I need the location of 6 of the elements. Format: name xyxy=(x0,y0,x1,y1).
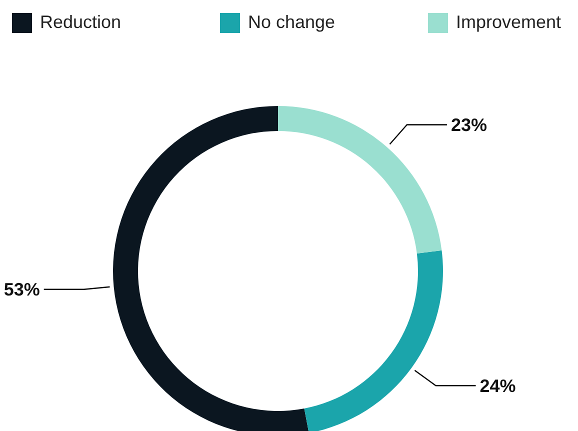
legend-label: Improvement xyxy=(456,12,562,33)
data-label: 24% xyxy=(480,376,516,396)
data-label: 23% xyxy=(450,115,487,136)
data-label: 53% xyxy=(4,280,40,300)
legend-label: No change xyxy=(248,12,336,33)
legend-label: Reduction xyxy=(40,12,122,33)
